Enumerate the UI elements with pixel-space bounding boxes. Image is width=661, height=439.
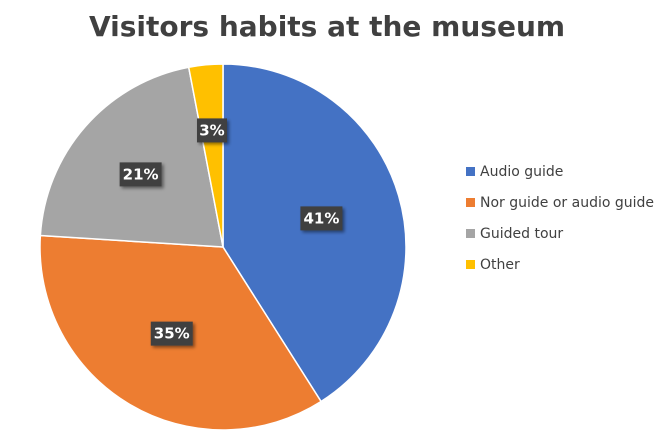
pie-slice-guided-tour [39, 66, 224, 248]
legend-swatch [466, 167, 475, 176]
data-label-text: 35% [154, 325, 190, 343]
legend-label: Audio guide [480, 164, 563, 180]
pie-slices [39, 63, 407, 431]
legend-swatch [466, 229, 475, 238]
data-label-box [196, 118, 227, 143]
data-label-other: 3% [196, 118, 227, 143]
pie-slice-other [187, 63, 224, 248]
legend-item-other: Other [466, 257, 520, 273]
legend-item-nor-guide-or-audio-guide: Nor guide or audio guide [466, 195, 654, 211]
chart-title: Visitors habits at the museum [89, 10, 565, 43]
data-label-text: 41% [303, 209, 339, 227]
data-label-nor-guide-or-audio-guide: 35% [150, 321, 193, 346]
data-label-guided-tour: 21% [119, 162, 162, 187]
data-label-box [300, 206, 343, 231]
legend: Audio guide Nor guide or audio guide Guide… [466, 164, 654, 273]
legend-label: Nor guide or audio guide [480, 195, 654, 211]
legend-label: Other [480, 257, 520, 273]
data-label-box [150, 321, 193, 346]
legend-swatch [466, 198, 475, 207]
legend-swatch [466, 260, 475, 269]
data-label-box [119, 162, 162, 187]
legend-label: Guided tour [480, 226, 563, 242]
data-label-text: 3% [199, 121, 224, 139]
data-label-text: 21% [123, 165, 159, 183]
data-label-audio-guide: 41% [300, 206, 343, 231]
data-labels: 41% 35% 21% 3% [119, 118, 343, 346]
legend-item-audio-guide: Audio guide [466, 164, 563, 180]
pie-slice-audio-guide [222, 63, 407, 403]
legend-item-guided-tour: Guided tour [466, 226, 563, 242]
